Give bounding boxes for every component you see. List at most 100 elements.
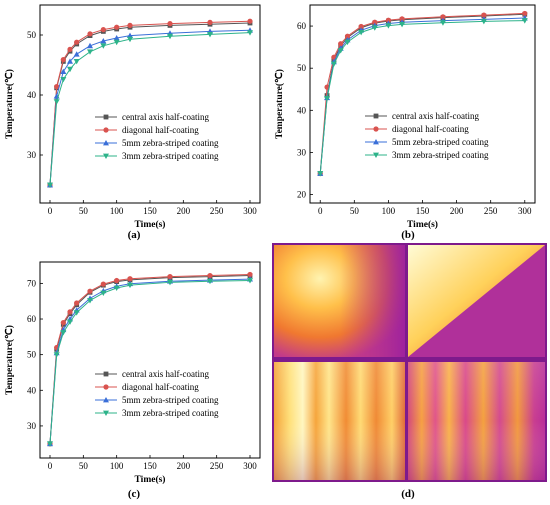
data-point <box>74 300 80 306</box>
y-tick-label: 50 <box>27 30 37 40</box>
legend-label: 3mm zebra-striped coating <box>122 151 219 161</box>
data-point <box>113 285 120 292</box>
data-point <box>317 171 324 177</box>
legend-label: central axis half-coating <box>392 111 479 121</box>
x-tick-label: 200 <box>177 461 191 471</box>
chart-2: 0 50 100 150 200 250 300 30 40 50 60 70 Time(s) Tempe… <box>4 261 261 485</box>
data-point <box>127 32 133 38</box>
data-point <box>87 298 93 304</box>
x-axis-title: Time(s) <box>407 219 438 230</box>
data-point <box>127 276 133 282</box>
data-point <box>127 282 133 289</box>
x-axis-title: Time(s) <box>135 474 166 485</box>
legend-label: 5mm zebra-striped coating <box>122 395 219 405</box>
legend-label: 5mm zebra-striped coating <box>122 138 219 148</box>
thermal-image-panel <box>272 243 547 482</box>
data-point <box>207 32 213 38</box>
data-point <box>207 272 213 279</box>
y-tick-label: 20 <box>297 190 307 200</box>
x-tick-label: 0 <box>48 206 53 216</box>
data-point <box>53 99 60 105</box>
x-tick-label: 200 <box>450 206 464 216</box>
chart-1: 0 50 100 150 200 250 300 20 30 40 50 60 Time(s) Tempe… <box>274 4 536 230</box>
data-point <box>207 19 213 25</box>
legend-label: 3mm zebra-striped coating <box>122 408 219 418</box>
data-point <box>100 290 107 297</box>
legend-marker <box>103 397 109 403</box>
plot-frame <box>309 4 536 204</box>
data-point <box>100 281 106 287</box>
x-tick-label: 250 <box>484 206 498 216</box>
data-point <box>87 31 93 37</box>
data-point <box>338 41 344 47</box>
thermal-image-5mm-zebra <box>274 362 405 480</box>
x-tick-label: 200 <box>177 206 191 216</box>
x-tick-label: 50 <box>79 206 89 216</box>
legend-marker <box>103 153 109 159</box>
plot-frame <box>39 261 261 459</box>
x-tick-label: 50 <box>350 206 360 216</box>
data-point <box>60 68 67 74</box>
series-line <box>49 20 251 186</box>
data-point <box>371 25 378 31</box>
data-point <box>167 274 173 280</box>
data-point <box>481 12 487 18</box>
data-point <box>480 19 487 25</box>
x-tick-label: 250 <box>210 206 224 216</box>
legend-marker <box>103 410 109 416</box>
y-tick-label: 60 <box>27 314 37 324</box>
x-tick-label: 150 <box>143 206 157 216</box>
y-tick-label: 40 <box>27 385 37 395</box>
data-point <box>47 182 53 188</box>
data-point <box>385 23 392 29</box>
series-line <box>49 32 251 186</box>
data-point <box>73 59 80 65</box>
series-line <box>49 29 251 186</box>
data-point <box>521 18 528 24</box>
data-point <box>73 310 80 316</box>
data-point <box>385 17 392 23</box>
thermal-image-diagonal <box>408 245 545 357</box>
x-tick-label: 50 <box>79 461 89 471</box>
data-point <box>87 49 93 55</box>
data-point <box>372 19 378 25</box>
data-point <box>87 42 93 49</box>
y-tick-label: 70 <box>27 278 37 288</box>
data-point <box>330 61 337 67</box>
series-line <box>49 275 251 444</box>
thermal-image-central-axis <box>274 245 405 357</box>
x-tick-label: 300 <box>518 206 532 216</box>
legend-label: central axis half-coating <box>122 112 209 122</box>
data-point <box>127 22 133 28</box>
data-point <box>67 58 73 64</box>
y-tick-label: 30 <box>27 421 37 431</box>
x-tick-label: 0 <box>48 461 53 471</box>
y-tick-label: 40 <box>27 90 37 100</box>
data-point <box>337 48 344 54</box>
x-tick-label: 100 <box>382 206 396 216</box>
caption-a: (a) <box>128 229 141 241</box>
legend-marker <box>103 114 109 120</box>
legend: central axis half-coating diagonal half-c… <box>365 111 489 160</box>
legend-marker <box>373 152 379 158</box>
data-point <box>114 277 120 284</box>
data-point <box>167 33 173 40</box>
data-point <box>47 441 53 447</box>
data-point <box>247 278 253 284</box>
y-tick-label: 30 <box>27 150 37 160</box>
caption-d: (d) <box>401 488 415 500</box>
data-point <box>439 20 446 26</box>
y-tick-label: 40 <box>297 105 307 115</box>
data-point <box>67 309 73 315</box>
y-axis-title: Temperature(℃) <box>4 69 15 139</box>
data-point <box>67 319 73 325</box>
y-tick-label: 60 <box>297 21 307 31</box>
data-point <box>399 16 405 22</box>
legend-label: diagonal half-coating <box>122 382 199 392</box>
data-point <box>100 43 107 49</box>
data-point <box>60 330 67 336</box>
data-point <box>358 29 365 36</box>
data-point <box>60 319 66 326</box>
legend-marker <box>373 139 379 145</box>
